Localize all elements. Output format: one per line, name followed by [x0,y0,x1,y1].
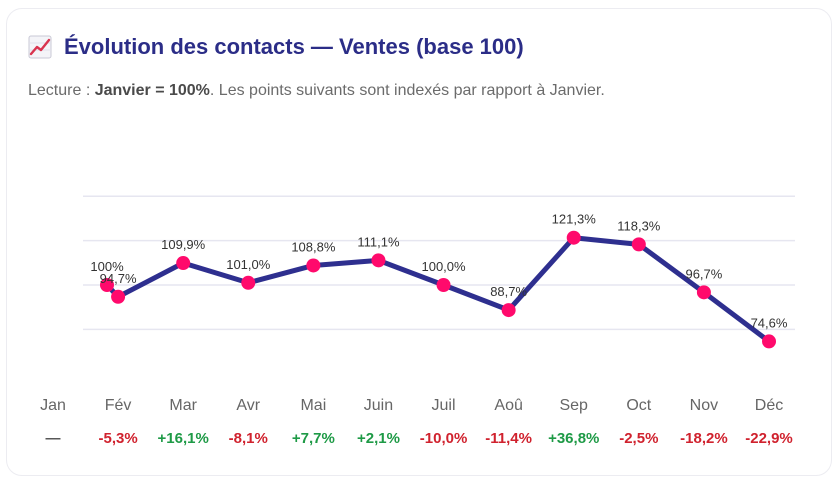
delta-label: +7,7% [292,430,335,447]
data-label: 96,7% [685,266,722,281]
x-tick-label: Mar [169,397,197,414]
subtitle-suffix: . Les points suivants sont indexés par r… [209,82,605,99]
data-point[interactable] [501,303,516,318]
data-point[interactable] [696,285,711,300]
data-label: 100,0% [421,259,466,274]
x-tick-label: Mai [300,397,326,414]
data-label: 100% [90,259,124,274]
x-tick-label: Juil [432,397,456,414]
x-tick-label: Jan [40,397,66,414]
data-point[interactable] [762,334,776,349]
data-point[interactable] [631,237,646,252]
chart-increasing-icon [28,35,52,59]
data-label: 108,8% [291,239,336,254]
data-points [100,230,776,349]
data-point[interactable] [566,230,581,245]
data-point[interactable] [306,258,321,273]
delta-label: +2,1% [357,430,400,447]
series-line [104,235,772,344]
delta-label: -10,0% [420,430,468,447]
subtitle-prefix: Lecture : [28,82,95,99]
data-point[interactable] [100,278,114,292]
x-tick-label: Déc [755,397,783,414]
chart-subtitle: Lecture : Janvier = 100%. Les points sui… [28,82,605,100]
data-label: 74,6% [751,315,788,330]
data-point[interactable] [436,278,451,292]
data-point[interactable] [111,289,126,304]
delta-label: -2,5% [619,430,658,447]
chart-card [6,8,832,476]
delta-label: +16,1% [158,430,209,447]
data-point[interactable] [176,256,191,271]
delta-label: — [46,430,61,447]
delta-label: +36,8% [548,430,599,447]
data-point[interactable] [241,275,256,290]
data-label: 121,3% [552,212,597,227]
data-label: 118,3% [617,218,661,233]
subtitle-bold: Janvier = 100% [94,82,210,99]
data-labels: 100%94,7% 109,9% 101,0% 108,8% 111,1% 100,0% 8… [90,212,787,331]
data-label: 88,7% [490,284,527,299]
chart-title-text: Évolution des contacts — Ventes (base 10… [64,34,524,59]
data-label: 94,7% [100,271,137,286]
x-axis-labels: Jan Fév Mar Avr Mai Juin Juil Aoû Sep Oct Nov Déc [40,397,783,414]
delta-label: -5,3% [98,430,137,447]
chart-title: Évolution des contacts — Ventes (base 10… [28,34,524,60]
x-tick-label: Juin [364,397,393,414]
delta-label: -22,9% [745,430,793,447]
x-tick-label: Nov [690,397,718,414]
x-tick-label: Avr [236,397,260,414]
data-label: 109,9% [161,237,206,252]
delta-labels: — -5,3% +16,1% -8,1% +7,7% +2,1% -10,0% -11,4% +… [46,430,793,447]
delta-label: -18,2% [680,430,728,447]
x-tick-label: Aoû [494,397,522,414]
delta-label: -11,4% [485,430,532,447]
data-label: 111,1% [357,234,400,249]
delta-label: -8,1% [229,430,268,447]
data-label: 101,0% [226,257,271,272]
x-tick-label: Fév [105,397,132,414]
x-tick-label: Sep [559,397,588,414]
data-point[interactable] [371,253,386,268]
x-tick-label: Oct [626,397,651,414]
